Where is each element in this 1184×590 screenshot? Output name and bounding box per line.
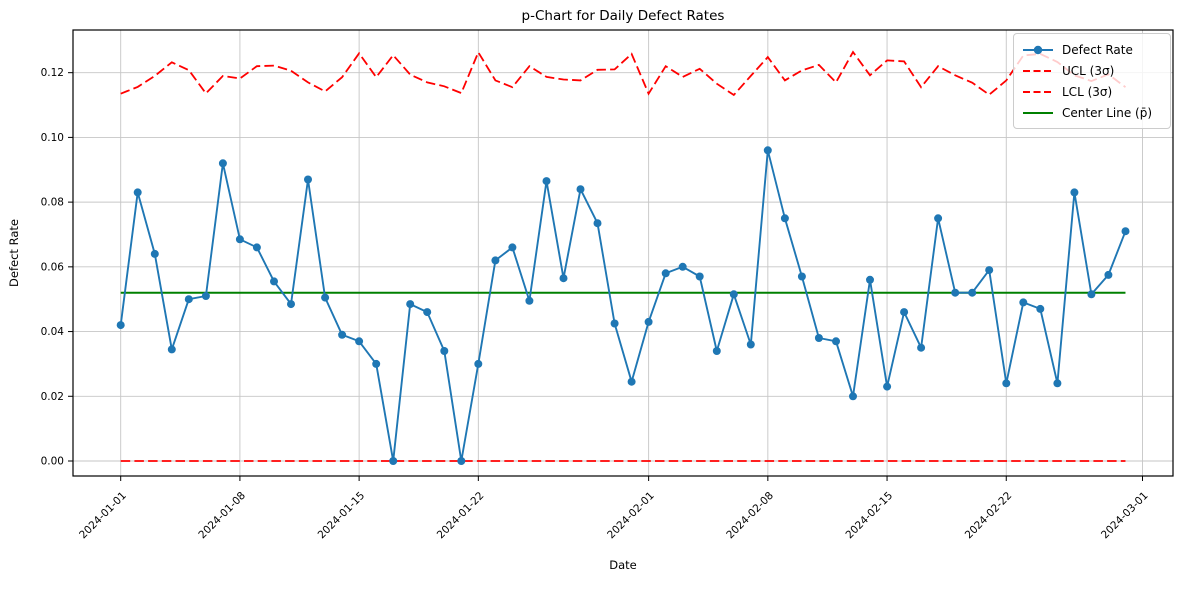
legend-entry-lcl: LCL (3σ) (1022, 82, 1162, 102)
defect-rate-marker (814, 334, 823, 342)
defect-rate-marker (338, 330, 347, 339)
defect-rate-marker (917, 343, 926, 352)
x-tick-label: 2024-02-15 (844, 490, 896, 542)
y-tick-label: 0.06 (41, 261, 65, 273)
y-tick-label: 0.00 (41, 456, 64, 468)
defect-rate-marker (951, 288, 960, 297)
y-tick-label: 0.08 (41, 197, 64, 209)
defect-rate-marker (423, 308, 432, 317)
defect-rate-marker (1121, 227, 1130, 236)
legend-entry-ucl: UCL (3σ) (1022, 61, 1162, 81)
x-tick-label: 2024-01-22 (435, 490, 487, 542)
defect-rate-marker (201, 292, 210, 300)
defect-rate-marker (559, 274, 568, 283)
y-tick-label: 0.10 (41, 132, 64, 144)
defect-rate-marker (150, 249, 159, 258)
x-tick-label: 2024-01-08 (196, 490, 248, 542)
defect-rate-marker (1070, 188, 1079, 197)
defect-rate-marker (491, 256, 500, 265)
defect-rate-marker (729, 290, 738, 299)
defect-rate-marker (372, 359, 381, 368)
y-tick-label: 0.12 (41, 67, 64, 79)
defect-rate-marker (968, 288, 977, 297)
defect-rate-marker (389, 457, 398, 465)
legend: Defect Rate UCL (3σ) LCL (3σ) Center Lin… (1013, 33, 1171, 129)
defect-rate-marker (474, 359, 483, 368)
y-tick-label: 0.04 (41, 326, 65, 338)
defect-rate-marker (1104, 270, 1113, 279)
defect-rate-marker (542, 177, 551, 186)
defect-rate-marker (644, 317, 653, 326)
legend-label-defect-rate: Defect Rate (1062, 42, 1133, 57)
defect-rate-marker (1053, 379, 1062, 388)
defect-rate-marker (457, 457, 466, 465)
defect-rate-marker (304, 175, 312, 184)
defect-rate-marker (695, 272, 704, 281)
defect-rate-marker (1002, 379, 1011, 388)
defect-rate-marker (508, 243, 517, 252)
x-tick-label: 2024-02-01 (605, 490, 657, 542)
defect-rate-marker (832, 337, 840, 346)
defect-rate-marker (287, 300, 295, 309)
defect-rate-marker (440, 347, 449, 355)
defect-rate-marker (661, 269, 670, 278)
defect-rate-marker (627, 377, 636, 386)
x-tick-label: 2024-02-22 (963, 490, 1015, 542)
defect-rate-marker (406, 300, 415, 309)
defect-rate-marker (712, 347, 721, 355)
defect-rate-marker (763, 146, 772, 155)
defect-rate-marker (167, 345, 176, 354)
defect-rate-marker (235, 235, 244, 244)
defect-rate-marker (746, 340, 755, 349)
defect-rate-marker (321, 293, 330, 302)
plot-frame (72, 29, 1174, 477)
defect-rate-marker (849, 392, 857, 401)
defect-rate-marker (797, 272, 806, 281)
defect-rate-marker (355, 337, 364, 346)
x-tick-label: 2024-02-08 (724, 490, 776, 542)
ucl-line (120, 50, 1127, 97)
legend-entry-defect-rate: Defect Rate (1022, 40, 1162, 60)
defect-rate-marker (934, 214, 943, 223)
defect-rate-marker (133, 188, 142, 197)
defect-rate-marker (1087, 290, 1096, 299)
defect-rate-marker (116, 321, 125, 330)
defect-rate-marker (866, 275, 874, 284)
y-tick-label: 0.02 (41, 391, 64, 403)
x-tick-label: 2024-03-01 (1099, 490, 1151, 542)
center-line-sample-icon (1023, 111, 1053, 114)
defect-rate-marker (218, 159, 227, 168)
defect-rate-line (119, 149, 1127, 462)
x-tick-label: 2024-01-01 (77, 490, 129, 542)
defect-rate-marker (184, 295, 193, 304)
defect-rate-marker (883, 382, 892, 391)
x-axis-label: Date (609, 558, 637, 572)
legend-label-center-line: Center Line (p̄) (1062, 105, 1153, 120)
defect-rate-line-sample-icon (1023, 45, 1053, 54)
defect-rate-marker (678, 262, 687, 271)
defect-rate-marker (270, 277, 278, 286)
defect-rate-marker (593, 219, 602, 228)
defect-rate-marker (576, 185, 585, 194)
defect-rate-marker (780, 214, 789, 223)
defect-rate-marker (1036, 304, 1045, 313)
chart-title: p-Chart for Daily Defect Rates (521, 8, 725, 24)
lcl-line-sample-icon (1023, 90, 1053, 93)
defect-rate-marker (985, 266, 994, 275)
y-axis-label: Defect Rate (7, 219, 21, 287)
defect-rate-marker (610, 319, 619, 328)
legend-label-lcl: LCL (3σ) (1062, 84, 1113, 99)
legend-entry-center-line: Center Line (p̄) (1022, 103, 1162, 123)
ucl-line-sample-icon (1023, 69, 1053, 72)
x-tick-label: 2024-01-15 (316, 490, 368, 542)
defect-rate-marker (525, 296, 534, 305)
defect-rate-marker (252, 243, 261, 252)
defect-rate-marker (900, 308, 909, 317)
legend-label-ucl: UCL (3σ) (1062, 63, 1115, 78)
defect-rate-marker (1019, 298, 1028, 307)
